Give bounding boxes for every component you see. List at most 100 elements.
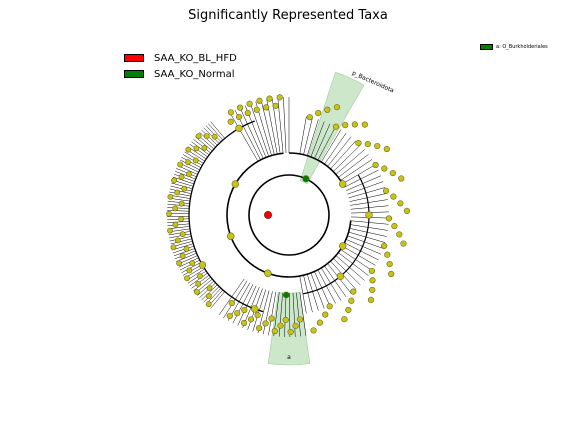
node-82 xyxy=(253,106,260,113)
node-97 xyxy=(254,312,261,319)
branch-39 xyxy=(167,200,190,204)
node-98 xyxy=(247,316,255,323)
node-45 xyxy=(364,140,371,148)
branch-8 xyxy=(193,276,211,291)
branch-99 xyxy=(345,239,382,255)
node-34 xyxy=(203,133,210,139)
node-8 xyxy=(189,260,196,266)
node-88 xyxy=(296,316,304,323)
branch-103 xyxy=(338,252,369,276)
legend-item-hfd: SAA_KO_BL_HFD xyxy=(124,50,237,66)
node-60 xyxy=(381,242,388,250)
branch-85 xyxy=(344,169,379,188)
branch-94 xyxy=(350,220,389,225)
node-99 xyxy=(240,319,248,327)
node-47 xyxy=(383,145,390,153)
branch-98 xyxy=(347,235,384,249)
node-30 xyxy=(185,146,192,153)
node-62 xyxy=(386,260,393,268)
branch-27 xyxy=(169,233,191,239)
branch-142 xyxy=(232,284,254,324)
branch-82 xyxy=(338,154,369,178)
node-33 xyxy=(195,133,202,140)
node-26 xyxy=(186,171,192,178)
node-77 xyxy=(227,109,234,116)
node-23 xyxy=(181,185,188,192)
node-49 xyxy=(381,165,388,172)
ring-kingdom xyxy=(248,174,330,256)
node-56 xyxy=(385,215,393,222)
branch-43 xyxy=(169,188,192,194)
node-73 xyxy=(322,311,329,318)
node-25 xyxy=(178,174,185,180)
node-36 xyxy=(306,114,313,121)
node-95 xyxy=(262,320,269,327)
node-83 xyxy=(256,97,263,104)
branch-48 xyxy=(173,173,195,182)
branch-21 xyxy=(173,248,195,257)
node-86 xyxy=(272,102,279,109)
branch-61 xyxy=(193,139,211,154)
node-3 xyxy=(194,289,200,295)
branch-53 xyxy=(180,159,200,171)
branch-141 xyxy=(237,285,257,326)
branch-115 xyxy=(299,276,307,314)
branch-84 xyxy=(342,164,376,185)
branch-9 xyxy=(191,274,210,289)
enriched-node-hfd xyxy=(264,211,272,219)
branch-42 xyxy=(169,191,191,197)
branch-3 xyxy=(203,286,220,303)
node-28 xyxy=(185,159,191,166)
ring-phylum-b xyxy=(288,152,344,185)
wedge-label-a: a xyxy=(287,354,291,361)
branch-108 xyxy=(324,265,347,298)
node-41 xyxy=(342,122,349,129)
branch-38 xyxy=(167,203,190,207)
clade-legend-label: a: O_Burkholderiales xyxy=(496,44,548,50)
node-44 xyxy=(355,139,362,147)
branch-37 xyxy=(167,207,190,209)
branch-96 xyxy=(349,228,387,237)
node-14 xyxy=(179,231,186,238)
node-46 xyxy=(374,142,381,150)
node-76 xyxy=(227,118,234,125)
node-90 xyxy=(287,328,294,336)
node-103 xyxy=(228,299,235,307)
node-35 xyxy=(211,133,218,140)
node-75 xyxy=(310,327,317,334)
node-9 xyxy=(176,260,183,267)
node-111 xyxy=(198,261,207,269)
branch-110 xyxy=(317,269,336,304)
legend-swatch-hfd xyxy=(124,54,144,62)
tree-nodes xyxy=(166,94,411,336)
node-104 xyxy=(338,180,347,188)
branch-102 xyxy=(340,249,373,271)
node-89 xyxy=(292,322,299,329)
node-79 xyxy=(236,104,244,111)
enriched-node-burkholderiales xyxy=(282,291,290,299)
branch-109 xyxy=(321,267,342,301)
branch-31 xyxy=(167,223,190,227)
node-61 xyxy=(384,251,391,258)
ring-phylum-a xyxy=(226,152,352,278)
branch-83 xyxy=(340,159,373,181)
node-108 xyxy=(365,211,373,219)
branch-80 xyxy=(333,144,361,172)
node-105 xyxy=(338,242,347,250)
branch-0 xyxy=(210,291,225,309)
branch-71 xyxy=(303,117,313,155)
node-58 xyxy=(396,231,403,238)
branch-125 xyxy=(277,97,284,154)
node-91 xyxy=(282,316,289,324)
node-4 xyxy=(195,281,202,287)
node-7 xyxy=(186,267,193,274)
node-113 xyxy=(264,269,272,277)
node-20 xyxy=(178,200,185,207)
branch-89 xyxy=(349,193,387,202)
branch-33 xyxy=(167,218,190,220)
branch-138 xyxy=(252,289,267,332)
branch-15 xyxy=(181,262,202,273)
legend-item-normal: SAA_KO_Normal xyxy=(124,66,237,82)
branch-36 xyxy=(167,210,190,212)
